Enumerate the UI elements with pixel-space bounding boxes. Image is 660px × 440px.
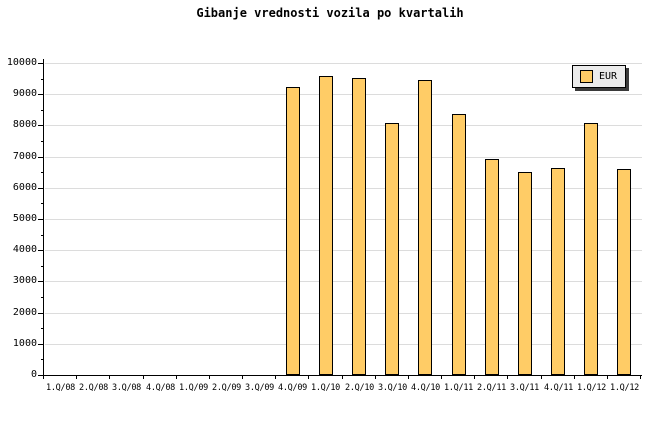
gridline [45,250,642,252]
x-axis-tick [342,375,343,379]
x-axis-label: 2.Q/08 [79,383,108,393]
legend: EUR [572,65,626,88]
gridline [45,281,642,283]
x-axis-tick [43,375,44,379]
bar-3q10-eur [385,123,399,375]
y-axis-minor-tick [41,328,44,330]
y-axis-minor-tick [41,109,44,111]
bar-2q10-eur [352,78,366,375]
bar-1q12-eur [584,123,598,375]
y-axis-minor-tick [41,172,44,174]
x-axis-tick [541,375,542,379]
legend-label: EUR [599,71,618,82]
y-axis-tick [38,156,44,158]
y-axis-minor-tick [41,359,44,361]
x-axis-tick [275,375,276,379]
y-axis-label: 5000 [12,213,37,224]
x-axis-line [43,375,642,376]
x-axis-tick [474,375,475,379]
x-axis-label: 1.Q/08 [46,383,75,393]
y-axis-label: 7000 [12,150,37,162]
x-axis-label: 2.Q/11 [477,383,506,393]
y-axis-tick [38,375,44,376]
x-axis-tick [408,375,409,379]
x-axis-tick [640,375,641,379]
x-axis-label: 3.Q/11 [510,383,539,393]
x-axis-label: 4.Q/11 [544,383,573,393]
x-axis-label: 3.Q/09 [245,383,274,393]
x-axis-tick [441,375,442,379]
y-axis-label: 2000 [12,306,37,318]
y-axis-tick [38,250,44,252]
bar-2q11-eur [485,159,499,375]
gridline [45,125,642,127]
bar-1q10-eur [319,76,333,375]
x-axis-label: 2.Q/10 [345,383,374,393]
y-axis-label: 8000 [12,119,37,131]
y-axis-minor-tick [41,141,44,142]
gridline [45,312,642,314]
bar-1q11-eur [452,114,466,375]
x-axis-tick [308,375,309,379]
y-axis-tick [38,219,44,220]
y-axis-tick [38,343,44,345]
gridline [45,187,642,189]
gridline [45,156,642,158]
bar-1q12-eur [617,169,631,375]
gridline [45,94,642,96]
y-axis-minor-tick [41,265,44,267]
x-axis-label: 1.Q/11 [444,383,473,393]
bar-3q11-eur [518,172,532,375]
x-axis-label: 1.Q/12 [610,383,639,393]
x-axis-label: 4.Q/09 [278,383,307,393]
x-axis-label: 4.Q/08 [146,383,175,393]
y-axis-label: 9000 [12,88,37,100]
x-axis-tick [209,375,210,379]
y-axis-tick [38,281,44,283]
y-axis-minor-tick [41,78,44,80]
y-axis-tick [38,63,44,64]
y-axis-minor-tick [41,297,44,298]
x-axis-label: 1.Q/12 [577,383,606,393]
x-axis-label: 1.Q/09 [179,383,208,393]
gridline [45,343,642,345]
x-axis-label: 3.Q/08 [112,383,141,393]
gridline [45,219,642,220]
y-axis-label: 1000 [12,337,37,349]
x-axis-tick [109,375,110,379]
legend-swatch-icon [580,70,593,83]
chart-title: Gibanje vrednosti vozila po kvartalih [196,6,464,20]
x-axis-label: 4.Q/10 [411,383,440,393]
y-axis-label: 6000 [12,181,37,193]
y-axis-tick [38,312,44,314]
x-axis-tick [176,375,177,379]
y-axis-minor-tick [41,234,44,236]
bar-4q10-eur [418,80,432,375]
x-axis-label: 2.Q/09 [212,383,241,393]
y-axis-tick [38,187,44,189]
y-axis-tick [38,125,44,127]
x-axis-tick [76,375,77,379]
bar-4q11-eur [551,168,565,375]
x-axis-tick [143,375,144,379]
x-axis-label: 1.Q/10 [311,383,340,393]
y-axis-label: 3000 [12,275,37,287]
y-axis-line [43,59,44,376]
x-axis-tick [375,375,376,379]
x-axis-label: 3.Q/10 [378,383,407,393]
y-axis-label: 4000 [12,244,37,256]
x-axis-tick [607,375,608,379]
gridline [45,63,642,64]
y-axis-minor-tick [41,203,44,205]
y-axis-label: 10000 [6,57,37,68]
bar-4q09-eur [286,87,300,375]
y-axis-tick [38,94,44,96]
y-axis-label: 0 [30,369,37,380]
x-axis-tick [574,375,575,379]
x-axis-tick [507,375,508,379]
x-axis-tick [242,375,243,379]
